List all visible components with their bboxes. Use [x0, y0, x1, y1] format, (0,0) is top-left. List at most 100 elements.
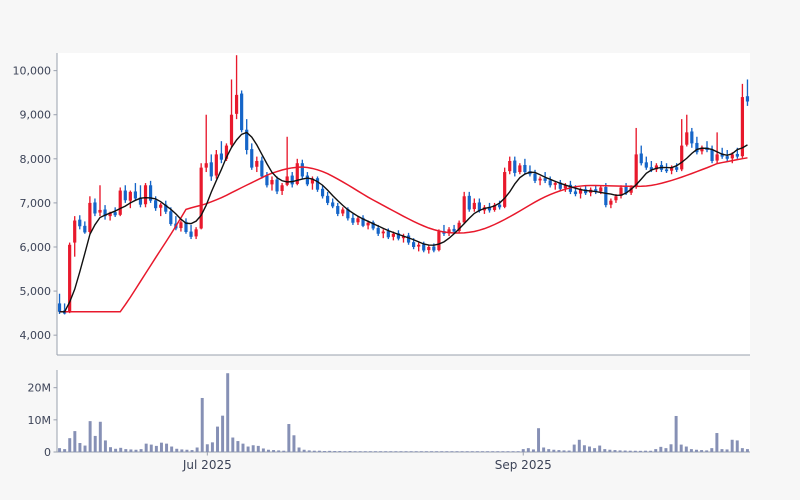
candle-body	[118, 190, 122, 215]
candle-body	[427, 246, 431, 251]
volume-bar	[368, 451, 372, 452]
volume-bar	[292, 435, 296, 452]
candle-body	[346, 209, 350, 219]
candlestick	[634, 127, 638, 189]
candle-body	[250, 149, 254, 168]
candlestick	[518, 163, 522, 175]
volume-bar	[414, 451, 418, 452]
candle-body	[214, 154, 218, 176]
volume-bar	[511, 451, 515, 452]
candle-body	[229, 114, 234, 145]
volume-bar	[195, 447, 199, 452]
volume-bar	[98, 421, 102, 452]
candle-body	[523, 164, 527, 173]
candle-body	[83, 225, 87, 233]
candlestick	[685, 114, 689, 147]
candle-body	[199, 167, 203, 229]
volume-bar	[231, 437, 235, 452]
volume-bar	[455, 451, 459, 452]
candlestick	[285, 136, 289, 187]
candle-body	[108, 212, 112, 217]
candle-body	[341, 209, 345, 214]
volume-bar	[343, 451, 347, 452]
candlestick	[427, 244, 431, 254]
volume-bar	[689, 449, 693, 452]
candlestick	[143, 183, 148, 208]
volume-bar	[531, 449, 535, 452]
volume-bar	[328, 450, 332, 452]
volume-bar	[379, 451, 383, 452]
volume-bar	[363, 451, 367, 452]
volume-bar	[256, 445, 260, 452]
volume-bar	[745, 449, 749, 452]
volume-bar	[664, 448, 668, 452]
volume-bar	[129, 449, 133, 452]
volume-bar	[465, 451, 469, 452]
candle-body	[123, 190, 127, 201]
candle-body	[690, 131, 694, 144]
candle-body	[639, 153, 643, 164]
candle-body	[649, 167, 653, 170]
candle-body	[533, 173, 537, 181]
candle-body	[381, 231, 385, 234]
candlestick	[745, 79, 750, 106]
volume-bar	[572, 444, 576, 452]
candle-body	[98, 209, 102, 213]
candlestick	[396, 230, 401, 241]
candlestick	[639, 145, 643, 166]
volume-bar	[486, 451, 490, 452]
volume-bar	[165, 443, 169, 452]
volume-bar	[409, 451, 413, 452]
candlestick	[219, 141, 223, 164]
candle-body	[290, 175, 294, 185]
candle-body	[462, 196, 466, 223]
candle-body	[326, 195, 330, 203]
candlestick	[98, 185, 102, 217]
candlestick	[138, 185, 143, 208]
candle-body	[700, 147, 704, 152]
volume-bar	[506, 451, 510, 452]
volume-bar	[139, 449, 143, 452]
candle-body	[730, 154, 734, 159]
candlestick	[609, 198, 613, 209]
candle-body	[103, 209, 107, 217]
candle-body	[391, 233, 395, 237]
candle-body	[477, 202, 481, 211]
candlestick	[229, 79, 234, 148]
volume-bar	[567, 450, 571, 452]
candle-body	[336, 205, 340, 214]
price-plot-area	[57, 53, 750, 355]
volume-bar	[445, 451, 449, 452]
x-axis-tick-label: Jul 2025	[182, 458, 232, 472]
candle-body	[573, 191, 578, 195]
volume-tick-label: 10M	[28, 414, 52, 427]
candle-body	[710, 149, 714, 162]
candle-body	[558, 182, 562, 189]
candle-body	[133, 191, 138, 199]
volume-bar	[526, 448, 530, 452]
candle-body	[234, 94, 239, 114]
candle-body	[351, 217, 355, 223]
volume-bar	[730, 439, 734, 452]
candlestick	[305, 172, 309, 187]
candle-body	[57, 303, 62, 312]
candle-body	[720, 153, 724, 157]
candlestick	[523, 158, 527, 175]
volume-bar	[516, 451, 520, 452]
candle-body	[164, 204, 168, 212]
volume-bar	[200, 397, 204, 452]
volume-bar	[419, 451, 423, 452]
candle-body	[310, 178, 315, 184]
volume-bar	[496, 451, 500, 452]
price-tick-label: 7,000	[20, 197, 52, 210]
volume-panel: 20M 10M 0 Jul 2025 Sep 2025	[28, 370, 750, 472]
volume-bar	[654, 449, 658, 452]
candle-body	[457, 222, 461, 232]
candle-body	[204, 163, 208, 168]
candle-body	[148, 185, 153, 201]
candle-body	[361, 217, 365, 226]
candle-body	[366, 222, 370, 226]
volume-bar	[608, 449, 612, 452]
candle-body	[305, 175, 309, 185]
price-tick-label: 10,000	[13, 65, 52, 78]
